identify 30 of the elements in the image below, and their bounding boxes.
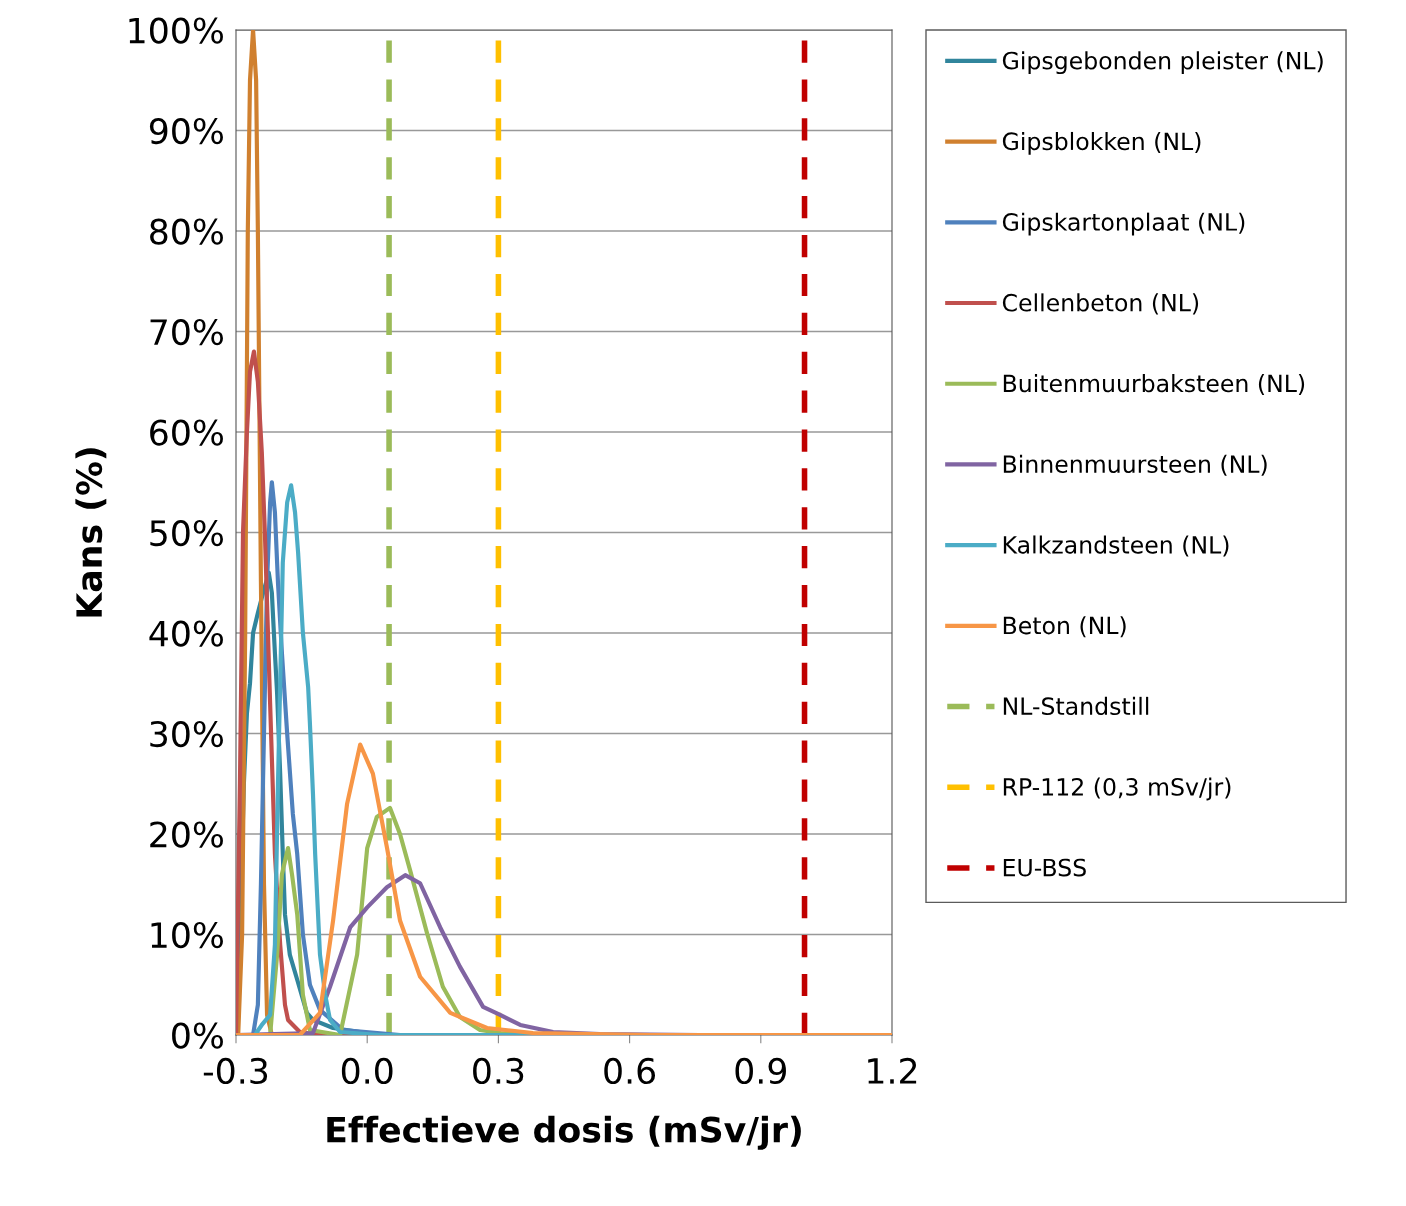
y-tick-label: 20%	[150, 821, 223, 848]
legend-label: Cellenbeton (NL)	[1002, 293, 1199, 315]
y-tick-label: 80%	[150, 218, 223, 245]
y-tick-label: 90%	[149, 117, 223, 145]
legend-label: Gipsgebonden pleister (NL)	[1002, 51, 1323, 75]
y-tick-label: 100%	[129, 17, 223, 44]
y-tick-label: 70%	[150, 318, 223, 346]
x-tick-label: 0.3	[473, 1057, 524, 1085]
y-tick-label: 50%	[150, 519, 223, 547]
x-axis-title: Effectieve dosis (mSv/jr)	[327, 1115, 801, 1150]
legend-label: Gipskartonplaat (NL)	[1002, 212, 1245, 236]
x-tick-label: 0.0	[341, 1057, 393, 1085]
legend-label: Gipsblokken (NL)	[1002, 131, 1201, 155]
y-tick-label: 30%	[150, 720, 223, 748]
legend-label: NL-Standstill	[1003, 696, 1149, 716]
y-tick-label: 10%	[151, 921, 223, 949]
legend-label: Kalkzandsteen (NL)	[1003, 535, 1229, 557]
y-tick-label: 40%	[149, 620, 223, 647]
y-axis-title: Kans (%)	[75, 448, 107, 617]
legend-label: Buitenmuurbaksteen (NL)	[1003, 374, 1305, 396]
x-tick-label: 1.2	[868, 1057, 917, 1084]
x-tick-label: -0.3	[203, 1057, 268, 1085]
legend-label: RP-112 (0,3 mSv/jr)	[1003, 777, 1231, 801]
legend-label: Binnenmuursteen (NL)	[1003, 454, 1267, 476]
y-tick-label: 0%	[172, 1022, 223, 1049]
y-tick-label: 60%	[150, 419, 223, 446]
legend-label: Beton (NL)	[1003, 616, 1126, 638]
legend-label: EU-BSS	[1003, 858, 1086, 877]
x-tick-label: 0.6	[604, 1057, 656, 1085]
x-tick-label: 0.9	[735, 1057, 786, 1085]
